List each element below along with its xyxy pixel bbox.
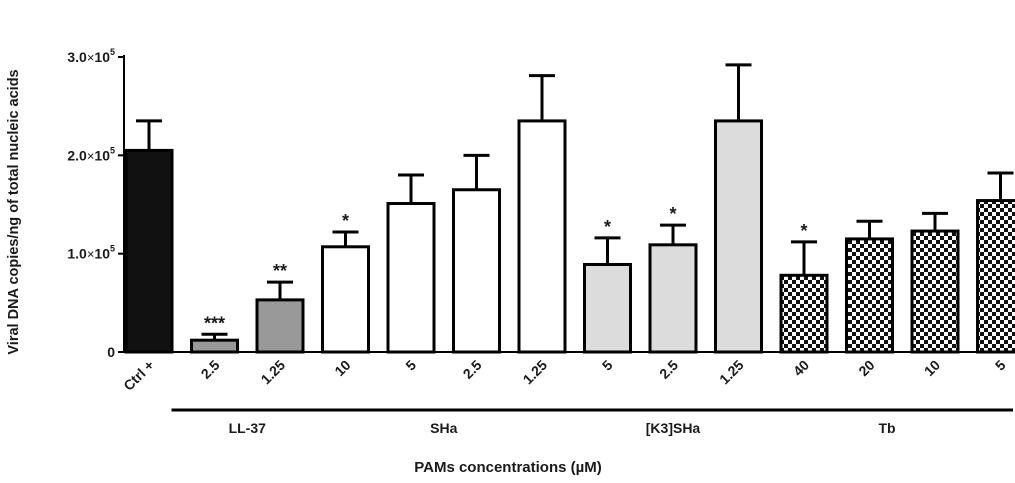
y-tick-label: 2.0×105 [67, 145, 115, 163]
x-axis-title: PAMs concentrations (µM) [414, 459, 602, 476]
bar [124, 148, 174, 354]
bar [714, 119, 763, 354]
x-tick-label: 40 [790, 357, 812, 379]
x-tick-label: 2.5 [198, 357, 223, 382]
bar [190, 338, 239, 354]
bar [583, 262, 632, 354]
group-label: LL-37 [229, 420, 267, 436]
group-label: Tb [878, 420, 895, 436]
y-tick-label: 3.0×105 [67, 47, 115, 65]
significance-label: * [604, 217, 611, 237]
x-tick-label: 5 [992, 357, 1009, 374]
bar [845, 237, 894, 354]
bar [779, 273, 829, 354]
bar [976, 199, 1015, 354]
bar [386, 202, 436, 354]
x-tick-label: 5 [599, 357, 616, 374]
significance-label: * [342, 211, 349, 231]
significance-label: * [669, 204, 676, 224]
y-axis-title: Viral DNA copies/ng of total nucleic aci… [6, 69, 22, 354]
x-tick-label: 20 [855, 357, 877, 379]
x-tick-label: 2.5 [656, 357, 681, 382]
x-tick-label: 5 [402, 357, 419, 374]
bar [255, 298, 305, 354]
y-tick-label: 0 [107, 344, 115, 360]
x-tick-label: 1.25 [716, 357, 747, 388]
x-tick-label: 10 [331, 357, 353, 379]
bar [517, 119, 567, 354]
significance-label: ** [273, 261, 287, 281]
x-tick-label: 10 [921, 357, 943, 379]
bar [648, 243, 698, 354]
significance-label: *** [204, 313, 225, 333]
bar [910, 229, 960, 354]
significance-label: * [800, 221, 807, 241]
x-tick-label: 2.5 [460, 357, 485, 382]
x-tick-label: Ctrl + [120, 357, 157, 394]
group-label: SHa [430, 420, 457, 436]
y-tick-label: 1.0×105 [67, 244, 115, 262]
x-tick-label: 1.25 [520, 357, 551, 388]
x-tick-label: 1.25 [258, 357, 289, 388]
bar [452, 188, 501, 354]
bar [321, 245, 370, 354]
group-label: [K3]SHa [646, 420, 701, 436]
